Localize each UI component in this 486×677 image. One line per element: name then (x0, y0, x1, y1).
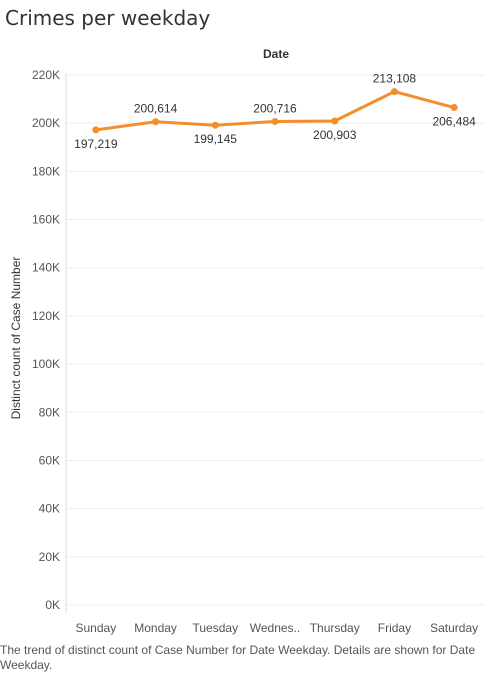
data-label: 200,903 (313, 128, 357, 142)
y-tick-label: 0K (45, 598, 60, 612)
data-point (211, 121, 219, 129)
data-label: 197,219 (74, 137, 118, 151)
data-point (271, 117, 279, 125)
y-tick-label: 20K (39, 550, 60, 564)
data-point (390, 88, 398, 96)
column-header: Date (263, 47, 289, 61)
y-axis-title: Distinct count of Case Number (9, 257, 23, 420)
data-label: 200,614 (134, 102, 178, 116)
y-tick-label: 100K (32, 357, 60, 371)
data-point (450, 104, 458, 112)
y-tick-label: 180K (32, 164, 60, 178)
chart-title: Crimes per weekday (5, 6, 211, 30)
y-tick-label: 80K (39, 405, 60, 419)
data-label: 213,108 (373, 72, 417, 86)
data-labels: 197,219 200,614 199,145 200,716 200,903 213,1… (74, 72, 476, 151)
data-point (331, 117, 339, 125)
x-tick-label: Wednes.. (250, 621, 300, 635)
x-tick-label: Monday (134, 621, 177, 635)
y-tick-label: 40K (39, 502, 60, 516)
data-point (152, 118, 160, 126)
x-tick-label: Tuesday (192, 621, 238, 635)
y-tick-label: 200K (32, 116, 60, 130)
y-tick-label: 220K (32, 68, 60, 82)
y-axis: 0K 20K 40K 60K 80K 100K 120K 140K 160K 180K 200K 22… (32, 68, 67, 613)
data-point (92, 126, 100, 134)
y-tick-label: 140K (32, 261, 60, 275)
x-tick-label: Sunday (76, 621, 117, 635)
y-tick-label: 160K (32, 213, 60, 227)
x-axis: Sunday Monday Tuesday Wednes.. Thursday Frida… (76, 621, 479, 635)
y-tick-label: 120K (32, 309, 60, 323)
data-label: 206,484 (432, 115, 476, 129)
chart-caption: The trend of distinct count of Case Numb… (0, 643, 476, 672)
x-tick-label: Thursday (310, 621, 360, 635)
data-label: 200,716 (253, 101, 297, 115)
line-chart: 0K 20K 40K 60K 80K 100K 120K 140K 160K 180K 200K 22… (9, 47, 484, 635)
series-layer (92, 88, 458, 134)
y-tick-label: 60K (39, 453, 60, 467)
gridlines (66, 74, 484, 606)
x-tick-label: Saturday (430, 621, 478, 635)
data-label: 199,145 (194, 132, 238, 146)
x-tick-label: Friday (378, 621, 411, 635)
